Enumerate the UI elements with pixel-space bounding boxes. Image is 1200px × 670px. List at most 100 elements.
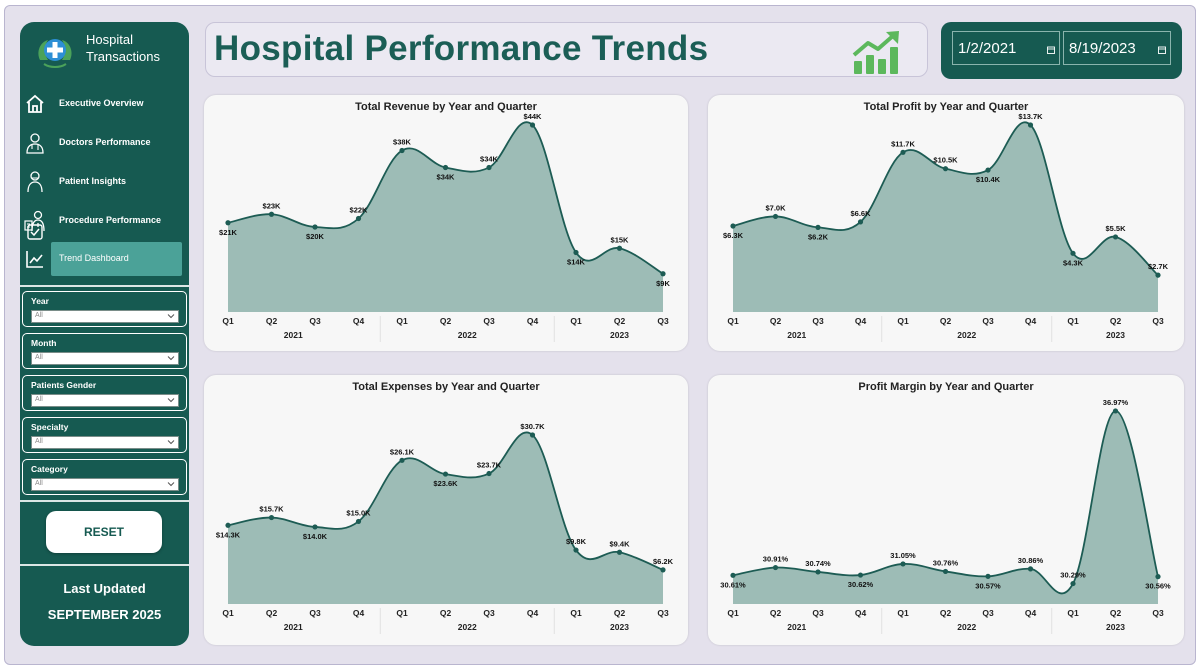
calendar-icon[interactable] <box>1047 46 1055 54</box>
month-dropdown[interactable]: All <box>31 352 179 365</box>
data-label: $15.7K <box>259 505 284 514</box>
active-nav-highlight <box>51 242 182 276</box>
data-point[interactable] <box>1070 580 1076 587</box>
data-point[interactable] <box>815 569 821 575</box>
data-point[interactable] <box>268 514 275 521</box>
data-point[interactable] <box>1027 122 1034 128</box>
data-point[interactable] <box>730 223 736 229</box>
data-point[interactable] <box>660 567 666 573</box>
data-point[interactable] <box>1112 408 1119 414</box>
data-point[interactable] <box>616 549 623 555</box>
chart-title: Total Expenses by Year and Quarter <box>352 381 540 393</box>
dropdown-value: All <box>35 396 43 403</box>
x-tick-year: 2023 <box>1106 622 1125 632</box>
data-point[interactable] <box>442 471 449 477</box>
data-point[interactable] <box>942 166 949 172</box>
data-point[interactable] <box>486 164 492 171</box>
x-tick-quarter: Q1 <box>222 608 234 618</box>
data-point[interactable] <box>312 224 318 230</box>
data-label: 30.61% <box>720 580 746 589</box>
x-tick-quarter: Q2 <box>770 316 782 326</box>
x-tick-quarter: Q1 <box>1067 608 1079 618</box>
data-point[interactable] <box>772 564 779 571</box>
nav-doctors-performance[interactable]: Doctors Performance <box>20 126 189 160</box>
filter-year: Year All <box>22 291 187 327</box>
calendar-icon[interactable] <box>1158 46 1166 54</box>
data-point[interactable] <box>225 220 231 226</box>
data-point[interactable] <box>985 167 991 173</box>
data-label: 30.76% <box>933 558 959 567</box>
checklist-icon <box>27 223 43 240</box>
nav-patient-insights[interactable]: Patient Insights <box>20 165 189 199</box>
data-point[interactable] <box>268 211 275 217</box>
data-point[interactable] <box>1155 574 1161 580</box>
data-label: $10.4K <box>976 175 1001 184</box>
data-label: $9.8K <box>566 537 587 546</box>
data-point[interactable] <box>399 457 405 463</box>
category-dropdown[interactable]: All <box>31 478 179 491</box>
last-updated-label: Last Updated <box>63 581 146 596</box>
x-tick-quarter: Q3 <box>309 316 321 326</box>
data-point[interactable] <box>857 572 864 578</box>
expenses-chart: Total Expenses by Year and Quarter $14.3K… <box>216 381 674 634</box>
data-point[interactable] <box>1070 250 1076 256</box>
data-point[interactable] <box>730 572 736 578</box>
data-point[interactable] <box>442 164 449 171</box>
data-point[interactable] <box>573 249 579 256</box>
reset-button[interactable]: RESET <box>46 511 162 553</box>
nav-trend-dashboard[interactable]: Trend Dashboard <box>20 242 189 276</box>
data-point[interactable] <box>942 568 949 575</box>
data-point[interactable] <box>815 224 821 230</box>
nav-label: Executive Overview <box>59 98 144 108</box>
x-tick-quarter: Q3 <box>657 608 669 618</box>
data-label: $5.5K <box>1105 224 1126 233</box>
data-label: $23.7K <box>477 461 502 470</box>
data-point[interactable] <box>529 122 536 128</box>
nav-executive-overview[interactable]: Executive Overview <box>20 87 189 121</box>
x-tick-quarter: Q1 <box>1067 316 1079 326</box>
area-fill <box>733 410 1158 604</box>
data-point[interactable] <box>225 522 231 528</box>
gender-dropdown[interactable]: All <box>31 394 179 407</box>
data-point[interactable] <box>985 573 991 579</box>
x-tick-quarter: Q4 <box>855 316 867 326</box>
x-tick-year: 2022 <box>458 330 477 340</box>
sidebar: Hospital Transactions Executive Overview… <box>20 22 189 646</box>
data-point[interactable] <box>1027 566 1034 572</box>
data-point[interactable] <box>573 547 579 553</box>
series-line <box>227 121 664 275</box>
chart-icon <box>26 251 43 268</box>
data-label: $9.4K <box>609 539 630 548</box>
end-date-field[interactable]: 8/19/2023 <box>1063 31 1171 65</box>
x-tick-year: 2022 <box>957 622 976 632</box>
home-icon <box>26 94 44 113</box>
data-label: $38K <box>393 138 412 147</box>
data-label: $6.2K <box>653 557 674 566</box>
data-point[interactable] <box>355 215 362 222</box>
start-date-field[interactable]: 1/2/2021 <box>952 31 1060 65</box>
nav-procedure-performance[interactable]: Procedure Performance <box>20 204 189 238</box>
data-point[interactable] <box>900 561 906 567</box>
data-point[interactable] <box>355 518 362 525</box>
brand-name: Hospital Transactions <box>86 31 160 65</box>
data-point[interactable] <box>312 524 318 530</box>
profit-margin-chart-card: Profit Margin by Year and Quarter 30.61% 3… <box>708 375 1184 645</box>
data-point[interactable] <box>1155 272 1161 278</box>
data-point[interactable] <box>660 271 666 277</box>
data-label: $6.2K <box>808 232 829 241</box>
data-point[interactable] <box>529 432 536 438</box>
filter-label: Year <box>31 296 49 306</box>
data-point[interactable] <box>399 147 405 154</box>
x-tick-quarter: Q4 <box>855 608 867 618</box>
year-dropdown[interactable]: All <box>31 310 179 323</box>
data-point[interactable] <box>857 219 864 225</box>
divider <box>20 500 189 502</box>
data-point[interactable] <box>900 149 906 155</box>
data-point[interactable] <box>486 470 492 477</box>
data-point[interactable] <box>616 245 623 251</box>
specialty-dropdown[interactable]: All <box>31 436 179 449</box>
chevron-down-icon <box>167 398 175 403</box>
data-point[interactable] <box>772 213 779 220</box>
data-point[interactable] <box>1112 234 1119 240</box>
data-label: $30.7K <box>520 422 545 431</box>
